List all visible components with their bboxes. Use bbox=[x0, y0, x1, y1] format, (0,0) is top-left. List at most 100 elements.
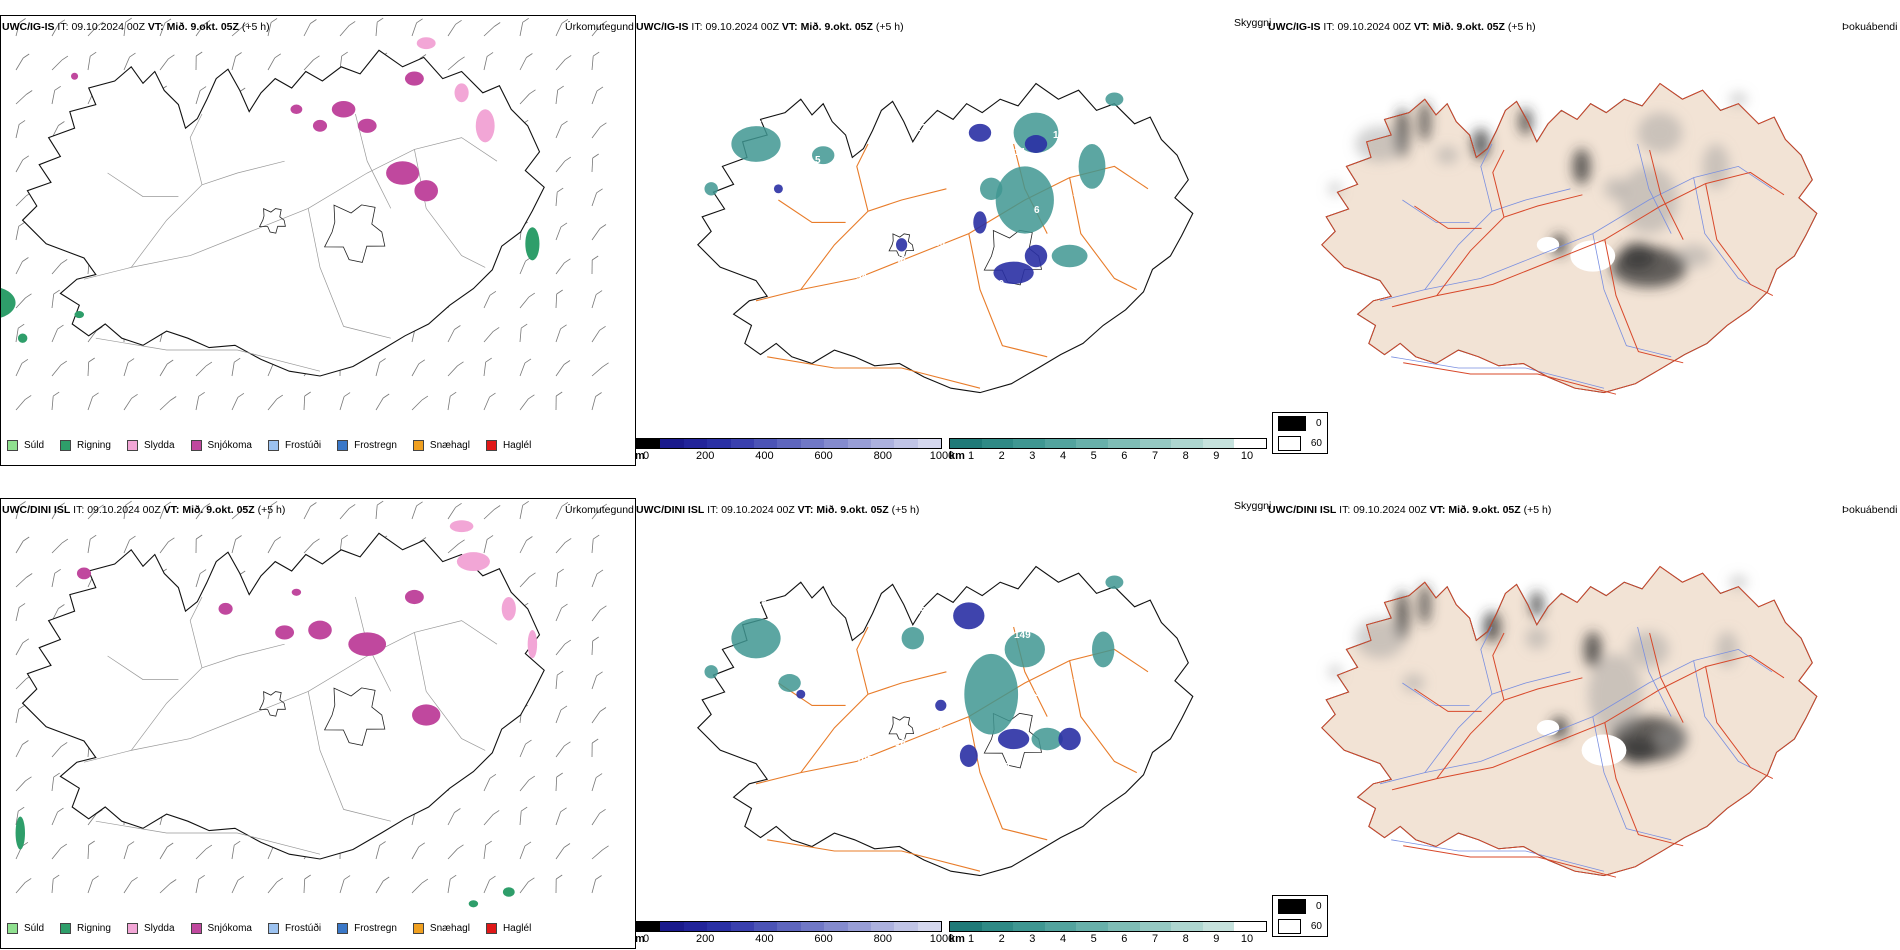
fog-swatch bbox=[1278, 898, 1306, 914]
visibility-value-label: 18 bbox=[895, 738, 907, 749]
colorbar-tick: 3 bbox=[1029, 450, 1036, 462]
legend-item-Frostúði: Frostúði bbox=[267, 923, 321, 934]
visibility-value-label: 48 bbox=[895, 255, 907, 266]
colorbar-height: m 0 200 400 600 800 1000 bbox=[635, 438, 954, 463]
legend-swatch bbox=[126, 923, 138, 934]
colorbar-tick: 9 bbox=[1213, 933, 1220, 945]
colorbar-tick: 5 bbox=[1090, 450, 1097, 462]
model-name: UWC/IG-IS bbox=[1268, 21, 1321, 33]
visibility-value-label: 562 bbox=[1073, 189, 1090, 200]
fog-header: UWC/IG-IS IT: 09.10.2024 00Z VT: Mið. 9.… bbox=[1268, 21, 1536, 33]
precip-header: UWC/DINI ISL IT: 09.10.2024 00Z VT: Mið.… bbox=[2, 504, 286, 516]
legend-item-Slydda: Slydda bbox=[126, 923, 175, 934]
precip-legend: Súld Rigning Slydda Snjókoma Frostúði Frostre… bbox=[7, 440, 547, 451]
visibility-header: UWC/DINI ISL IT: 09.10.2024 00Z VT: Mið.… bbox=[636, 504, 920, 516]
colorbar-tick: 400 bbox=[755, 450, 774, 462]
fog-title: Þokuábendi bbox=[1842, 504, 1898, 516]
colorbar-tick: 4 bbox=[1059, 450, 1067, 462]
visibility-value-label: 20 bbox=[993, 279, 1005, 290]
colorbar-tick: 1 bbox=[967, 933, 975, 945]
legend-item-Rigning: Rigning bbox=[60, 923, 111, 934]
precip-type-map bbox=[1, 17, 609, 411]
legend-item-Frostúði: Frostúði bbox=[267, 440, 321, 451]
visibility-value-label: 145 bbox=[974, 164, 991, 175]
colorbar-tick: 10 bbox=[1240, 933, 1254, 945]
fog-legend: 0 60 bbox=[1272, 412, 1328, 454]
visibility-map-0: 1 5 7 40 20 145 165 205 48 159 14 562 18 94 122 145 6 140 bbox=[697, 82, 1194, 394]
visibility-value-label: 14 bbox=[1014, 147, 1026, 158]
legend-swatch bbox=[60, 440, 72, 451]
legend-item-Súld: Súld bbox=[7, 440, 44, 451]
visibility-value-label: 40 bbox=[934, 238, 946, 249]
visibility-value-label: 18 bbox=[756, 597, 768, 608]
model-name: UWC/DINI ISL bbox=[2, 504, 71, 516]
visibility-value-label: 7 bbox=[815, 638, 821, 649]
visibility-title: Skyggni bbox=[1234, 17, 1272, 29]
precip-type-panel-1: Súld Rigning Slydda Snjókoma Frostúði Frostre… bbox=[0, 498, 636, 949]
visibility-value-label: 7 bbox=[875, 196, 881, 207]
colorbar-tick: 200 bbox=[696, 450, 715, 462]
visibility-value-label: 23 bbox=[776, 655, 788, 666]
visibility-value-label: 6 bbox=[1034, 205, 1040, 216]
visibility-value-label: 21 bbox=[875, 679, 887, 690]
visibility-value-label: 192 bbox=[993, 762, 1010, 773]
fog-index-map-1 bbox=[1321, 565, 1818, 878]
visibility-value-label: 169 bbox=[836, 696, 853, 707]
legend-swatch bbox=[485, 923, 497, 934]
colorbar-height: m 0 200 400 600 800 1000 bbox=[635, 921, 954, 946]
colorbar-tick: 400 bbox=[755, 933, 774, 945]
visibility-value-label: 42 bbox=[934, 721, 946, 732]
model-name: UWC/IG-IS bbox=[636, 21, 689, 33]
colorbar-tick: 3 bbox=[1029, 933, 1036, 945]
legend-item-Haglél: Haglél bbox=[485, 440, 531, 451]
colorbar-visibility: km 1 2 3 4 5 6 7 8 9 10 bbox=[949, 921, 1267, 946]
colorbar-tick: 4 bbox=[1059, 933, 1067, 945]
colorbar-tick: 600 bbox=[814, 933, 833, 945]
legend-item-Rigning: Rigning bbox=[60, 440, 111, 451]
colorbar-tick: 8 bbox=[1182, 450, 1189, 462]
colorbar-tick: 800 bbox=[873, 450, 892, 462]
visibility-value-label: 122 bbox=[915, 123, 932, 134]
legend-swatch bbox=[190, 923, 202, 934]
precip-type-map bbox=[15, 500, 609, 908]
precip-type-panel-0: Súld Rigning Slydda Snjókoma Frostúði Frostre… bbox=[0, 15, 636, 466]
visibility-value-label: 105 bbox=[856, 755, 873, 766]
visibility-value-label: 159 bbox=[954, 296, 971, 307]
legend-swatch bbox=[412, 923, 424, 934]
colorbar-tick: 6 bbox=[1121, 933, 1128, 945]
legend-item-Frostregn: Frostregn bbox=[337, 440, 397, 451]
fog-index-map-0 bbox=[1321, 82, 1818, 395]
visibility-title: Skyggni bbox=[1234, 500, 1272, 512]
visibility-value-label: 59 bbox=[915, 606, 927, 617]
legend-item-Slydda: Slydda bbox=[126, 440, 175, 451]
legend-item-Snjókoma: Snjókoma bbox=[190, 440, 252, 451]
visibility-value-label: 118 bbox=[1073, 672, 1090, 683]
colorbar-tick: 600 bbox=[814, 450, 833, 462]
legend-swatch bbox=[267, 440, 279, 451]
legend-item-Snæhagl: Snæhagl bbox=[412, 440, 470, 451]
legend-swatch bbox=[7, 923, 18, 934]
colorbar-tick: 1000 bbox=[929, 450, 955, 462]
legend-item-Súld: Súld bbox=[7, 923, 44, 934]
visibility-value-label: 145 bbox=[1053, 130, 1070, 141]
legend-swatch bbox=[267, 923, 279, 934]
fog-swatch bbox=[1278, 435, 1301, 451]
visibility-value-label: 202 bbox=[954, 779, 971, 790]
legend-swatch bbox=[7, 440, 18, 451]
colorbar-tick: 8 bbox=[1182, 933, 1189, 945]
visibility-map-1: 18 7 21 42 192 240 23 169 18 202 149 118 53 105 59 74 3 bbox=[697, 565, 1194, 877]
visibility-value-label: 53 bbox=[796, 713, 808, 724]
model-name: UWC/DINI ISL bbox=[1268, 504, 1337, 516]
visibility-value-label: 74 bbox=[974, 647, 986, 658]
legend-swatch bbox=[337, 923, 349, 934]
visibility-value-label: 5 bbox=[815, 155, 821, 166]
colorbar-tick: 1 bbox=[967, 450, 975, 462]
visibility-value-label: 205 bbox=[836, 213, 853, 224]
colorbar-tick: 6 bbox=[1121, 450, 1128, 462]
colorbar-tick: 10 bbox=[1240, 450, 1254, 462]
colorbar-tick: 7 bbox=[1151, 933, 1159, 945]
fog-swatch bbox=[1278, 918, 1301, 934]
visibility-value-label: 240 bbox=[1053, 613, 1070, 624]
precip-legend: Súld Rigning Slydda Snjókoma Frostúði Frostre… bbox=[7, 923, 547, 934]
visibility-header: UWC/IG-IS IT: 09.10.2024 00Z VT: Mið. 9.… bbox=[636, 21, 904, 33]
